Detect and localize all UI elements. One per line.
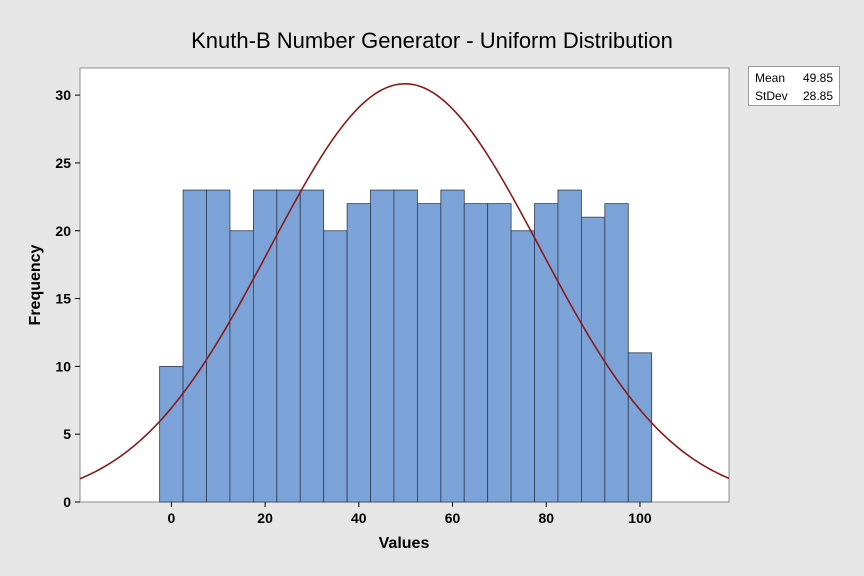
- histogram-bar: [370, 189, 395, 503]
- x-tick-label: 60: [445, 510, 461, 526]
- histogram-bar: [416, 203, 442, 503]
- histogram-bar: [534, 203, 559, 503]
- histogram-bar: [182, 189, 207, 503]
- mean-row: Mean 49.85: [755, 69, 833, 87]
- histogram-bar: [487, 203, 512, 503]
- y-tick-label: 0: [63, 494, 71, 510]
- histogram-bar: [159, 365, 184, 503]
- histogram-bar: [229, 230, 254, 503]
- chart-title: Knuth-B Number Generator - Uniform Distr…: [191, 28, 673, 53]
- histogram-bar: [580, 216, 606, 503]
- bars-layer: [159, 189, 653, 503]
- mean-label: Mean: [755, 71, 786, 85]
- histogram-bar: [299, 189, 325, 503]
- mean-value: 49.85: [802, 71, 833, 85]
- histogram-bar: [557, 189, 582, 503]
- histogram-bar: [463, 203, 489, 503]
- stdev-value: 28.85: [802, 89, 833, 103]
- y-tick-label: 25: [55, 155, 71, 171]
- histogram-bar: [323, 230, 348, 503]
- x-tick-label: 40: [351, 510, 367, 526]
- histogram-bar: [604, 203, 629, 503]
- normal-fit-curve: [79, 82, 730, 480]
- x-axis: 0 20 40 60 80 100: [167, 502, 652, 526]
- histogram-bar: [510, 230, 535, 503]
- x-tick-label: 80: [538, 510, 554, 526]
- y-tick-label: 30: [55, 87, 71, 103]
- stdev-row: StDev 28.85: [755, 87, 833, 105]
- histogram-bar: [627, 352, 653, 503]
- x-tick-label: 100: [628, 510, 652, 526]
- y-tick-label: 15: [55, 291, 71, 307]
- histogram-bar: [346, 203, 371, 503]
- y-axis: 0 5 10 15 20 25 30: [55, 87, 80, 510]
- stats-legend-box: Mean 49.85 StDev 28.85: [748, 66, 840, 106]
- x-axis-label: Values: [379, 535, 430, 552]
- y-tick-label: 5: [63, 426, 71, 442]
- histogram-bar: [393, 189, 418, 503]
- x-tick-label: 20: [257, 510, 273, 526]
- histogram-bar: [252, 189, 278, 503]
- stdev-label: StDev: [755, 89, 788, 103]
- histogram-bar: [276, 189, 301, 503]
- x-tick-label: 0: [167, 510, 175, 526]
- histogram-bar: [440, 189, 465, 503]
- histogram-bar: [206, 189, 231, 503]
- y-tick-label: 20: [55, 223, 71, 239]
- y-axis-label: Frequency: [27, 244, 44, 325]
- y-tick-label: 10: [55, 358, 71, 374]
